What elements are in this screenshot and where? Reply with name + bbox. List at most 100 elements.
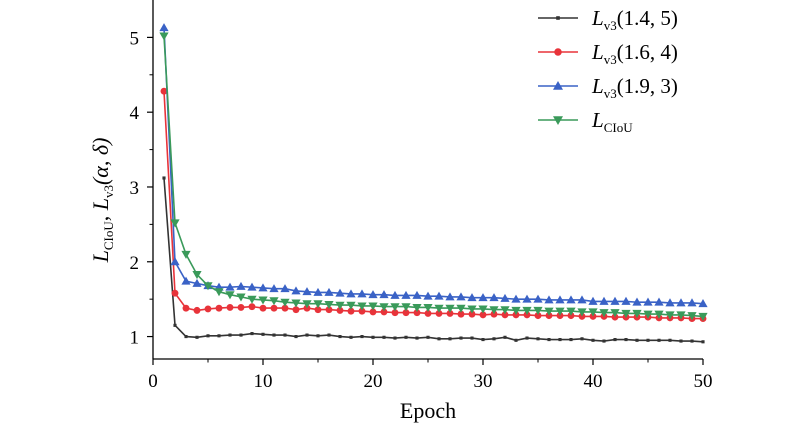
- data-point: [643, 310, 653, 319]
- data-point: [335, 301, 345, 310]
- data-point: [668, 338, 672, 342]
- data-point: [162, 176, 166, 180]
- data-point: [225, 282, 235, 291]
- data-point: [415, 336, 419, 340]
- data-point: [437, 337, 441, 341]
- data-point: [159, 23, 169, 32]
- data-point: [346, 289, 356, 298]
- data-point: [404, 335, 408, 339]
- data-point: [500, 293, 510, 302]
- y-title-sub-b: v3: [101, 185, 116, 198]
- data-point: [313, 287, 323, 296]
- data-point: [316, 334, 320, 338]
- data-point: [492, 337, 496, 341]
- data-point: [448, 337, 452, 341]
- data-point: [204, 305, 212, 313]
- data-point: [544, 307, 554, 316]
- data-point: [261, 332, 265, 336]
- y-title-sub-a: CIoU: [101, 221, 116, 251]
- data-point: [588, 296, 598, 305]
- data-point: [217, 334, 221, 338]
- data-point: [624, 337, 628, 342]
- data-point: [160, 87, 168, 95]
- data-point: [371, 335, 375, 339]
- legend-label-sub: v3: [604, 18, 617, 33]
- legend-label-args: (1.4, 5): [617, 6, 678, 30]
- data-point: [336, 306, 344, 314]
- data-point: [459, 336, 463, 340]
- legend-label-main: L: [591, 40, 604, 64]
- data-point: [390, 303, 400, 312]
- data-point: [580, 337, 584, 341]
- data-point: [635, 338, 639, 342]
- data-point: [698, 299, 708, 308]
- data-point: [192, 271, 202, 280]
- data-point: [426, 335, 430, 339]
- data-point: [258, 296, 268, 305]
- series-2: [159, 23, 708, 308]
- data-point: [602, 339, 606, 343]
- data-point: [489, 306, 499, 315]
- legend-entry-3: LCIoU: [538, 108, 633, 135]
- data-point: [456, 292, 466, 301]
- data-point: [346, 301, 356, 310]
- data-point: [478, 305, 488, 314]
- data-point: [181, 276, 191, 285]
- data-point: [379, 290, 389, 299]
- data-point: [237, 303, 245, 311]
- data-point: [566, 295, 576, 304]
- y-title-l: L: [88, 250, 113, 263]
- data-point: [182, 304, 190, 312]
- data-point: [522, 294, 532, 303]
- x-tick-label: 50: [694, 371, 713, 392]
- data-point: [239, 333, 243, 337]
- series-line: [163, 177, 704, 343]
- data-point: [553, 116, 563, 125]
- data-point: [534, 312, 542, 320]
- legend-label: Lv3(1.6, 4): [591, 40, 678, 67]
- data-point: [380, 308, 388, 316]
- y-tick-label: 4: [130, 103, 140, 124]
- data-point: [621, 296, 631, 305]
- y-tick-label: 1: [130, 328, 140, 349]
- data-point: [489, 293, 499, 302]
- data-point: [643, 297, 653, 306]
- data-point: [701, 340, 705, 344]
- data-point: [503, 335, 507, 339]
- data-point: [613, 337, 617, 342]
- y-title-args: (α, δ): [88, 138, 113, 185]
- data-point: [280, 298, 290, 307]
- data-point: [305, 333, 309, 337]
- data-point: [435, 309, 443, 317]
- data-point: [302, 287, 312, 296]
- data-point: [610, 296, 620, 305]
- data-point: [195, 335, 199, 339]
- data-point: [522, 306, 532, 315]
- data-point: [657, 338, 661, 342]
- data-point: [467, 305, 477, 314]
- data-point: [654, 310, 664, 319]
- data-point: [270, 304, 278, 312]
- data-point: [360, 335, 364, 339]
- data-point: [632, 309, 642, 318]
- data-point: [206, 334, 210, 338]
- data-point: [544, 295, 554, 304]
- data-point: [203, 282, 213, 291]
- data-point: [170, 219, 180, 228]
- x-tick-label: 10: [254, 371, 273, 392]
- data-point: [327, 333, 331, 337]
- data-point: [314, 306, 322, 314]
- data-point: [511, 294, 521, 303]
- data-point: [259, 304, 267, 312]
- data-point: [170, 257, 180, 266]
- data-point: [412, 303, 422, 312]
- series-line: [163, 27, 704, 305]
- data-point: [555, 307, 565, 316]
- data-point: [501, 311, 509, 319]
- data-point: [456, 304, 466, 313]
- data-point: [357, 302, 367, 311]
- data-point: [646, 338, 650, 342]
- data-point: [391, 309, 399, 317]
- data-point: [533, 306, 543, 315]
- data-point: [558, 337, 562, 342]
